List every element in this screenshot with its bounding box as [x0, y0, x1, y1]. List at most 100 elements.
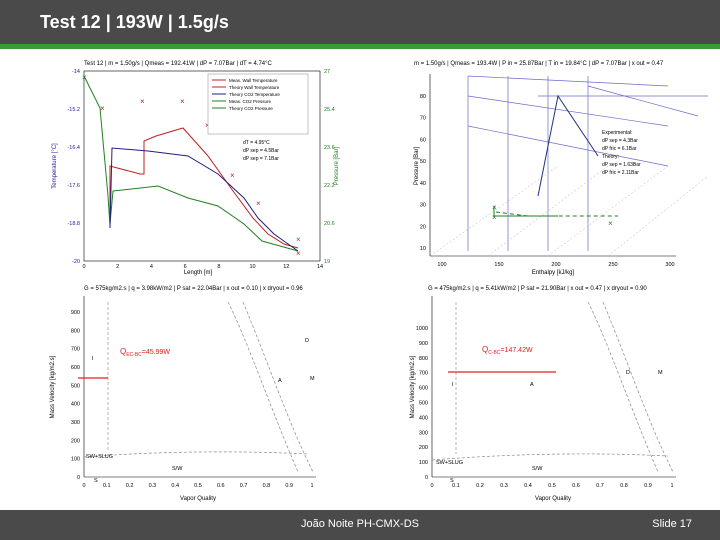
y-left-tick-label: -14 — [72, 69, 80, 75]
svg-text:×: × — [296, 235, 301, 244]
x-axis-label: Length [m] — [184, 270, 213, 276]
y-left-tick-label: -16.4 — [67, 145, 80, 151]
dryout-boundary — [227, 301, 299, 473]
legend-label: dP fric = 2.11Bar — [602, 170, 639, 176]
region-labels: I A D M S/W SW+SLUG S — [86, 338, 315, 484]
x-tick-label: 0.5 — [548, 483, 556, 489]
x-tick-label: 1 — [310, 483, 313, 489]
header-accent-stripe — [0, 44, 720, 49]
chart-title: G = 575kg/m2.s | q = 3.98kW/m2 | P sat =… — [84, 286, 303, 292]
y-tick-label: 0 — [425, 475, 428, 481]
y-tick-label: 500 — [419, 401, 428, 407]
annotation-line: dP sep = 7.1Bar — [243, 156, 279, 162]
region-label: A — [278, 378, 282, 384]
slide-title: Test 12 | 193W | 1.5g/s — [40, 12, 229, 32]
region-label: SW+SLUG — [86, 454, 113, 460]
isotherm-grid — [467, 75, 708, 251]
y-tick-label: 700 — [71, 347, 80, 353]
x-tick-label: 0 — [82, 483, 85, 489]
y-tick-label: 800 — [419, 356, 428, 362]
y-tick-labels: 0 100 200 300 400 500 600 700 800 900 1000 — [416, 326, 428, 481]
legend-label: Theory CO2 Pressure — [229, 106, 273, 111]
x-tick-label: 0.1 — [452, 483, 460, 489]
slide-number: Slide 17 — [652, 518, 692, 530]
y-right-axis-label: Pressure [Bar] — [334, 147, 340, 186]
experimental-path — [493, 206, 558, 217]
region-label: I — [452, 382, 454, 388]
x-tick-label: 200 — [551, 262, 560, 268]
y-tick-label: 600 — [71, 365, 80, 371]
x-tick-label: 0.5 — [194, 483, 202, 489]
legend-entries: Meas. Wall Temperature Theory Wall Temper… — [212, 78, 280, 111]
stratified-boundary — [431, 453, 669, 461]
region-label: M — [310, 376, 315, 382]
x-tick-label: 0.9 — [285, 483, 293, 489]
x-tick-label: 14 — [317, 264, 323, 270]
region-label: D — [305, 338, 309, 344]
region-label: A — [530, 382, 534, 388]
y-tick-label: 400 — [419, 415, 428, 421]
svg-text:×: × — [492, 203, 497, 212]
x-tick-label: 0.6 — [572, 483, 580, 489]
legend-label: Theory Wall Temperature — [229, 85, 280, 90]
y-tick-label: 300 — [419, 430, 428, 436]
region-label: S/W — [532, 466, 543, 472]
q-label: QEC-BC=45.99W — [120, 347, 170, 358]
x-tick-label: 0.7 — [596, 483, 604, 489]
flow-pattern-map-left: G = 575kg/m2.s | q = 3.98kW/m2 | P sat =… — [50, 286, 316, 502]
x-tick-label: 0.3 — [500, 483, 508, 489]
q-label: QC-BC=147.42W — [482, 345, 533, 356]
theory-wall-temperature-line — [109, 127, 299, 249]
svg-text:×: × — [256, 199, 261, 208]
annotation-text: dT = 4.95°C dP sep = 4.5Bar dP sep = 7.1Ba… — [243, 140, 279, 162]
x-tick-label: 2 — [116, 264, 119, 270]
y-tick-labels: 0 100 200 300 400 500 600 700 800 900 — [71, 310, 80, 481]
x-tick-label: 150 — [494, 262, 503, 268]
legend-label: dP fric = 6.1Bar — [602, 146, 637, 152]
region-label: I — [92, 356, 94, 362]
x-tick-label: 8 — [217, 264, 220, 270]
y-tick-label: 10 — [420, 246, 426, 252]
y-tick-label: 80 — [420, 94, 426, 100]
plot-frame — [83, 70, 321, 262]
x-tick-labels: 0 0.1 0.2 0.3 0.4 0.5 0.6 0.7 0.8 0.9 1 — [82, 483, 313, 489]
y-left-tick-label: -18.8 — [67, 221, 80, 227]
x-tick-label: 4 — [150, 264, 153, 270]
x-tick-label: 0.3 — [149, 483, 157, 489]
y-tick-label: 70 — [420, 116, 426, 122]
svg-text:×: × — [180, 97, 185, 106]
y-right-tick-label: 20.6 — [324, 221, 335, 227]
region-label: S/W — [172, 466, 183, 472]
svg-text:×: × — [140, 97, 145, 106]
x-axis-label: Vapor Quality — [535, 496, 571, 502]
x-axis-label: Vapor Quality — [180, 496, 216, 502]
chart-title: Test 12 | m = 1.50g/s | Qmeas = 192.41W … — [84, 61, 273, 67]
svg-text:×: × — [82, 73, 87, 82]
y-tick-label: 40 — [420, 181, 426, 187]
x-tick-label: 0.4 — [171, 483, 179, 489]
y-tick-label: 1000 — [416, 326, 428, 332]
y-tick-label: 30 — [420, 203, 426, 209]
x-tick-label: 12 — [283, 264, 289, 270]
legend-label: Theory: — [602, 154, 619, 160]
x-tick-label: 0.8 — [263, 483, 271, 489]
mist-boundary — [242, 301, 314, 473]
x-tick-label: 0.9 — [644, 483, 652, 489]
svg-text:×: × — [608, 219, 613, 228]
y-right-tick-label: 23.6 — [324, 145, 335, 151]
meas-wall-temperature-markers: × × × × × × × — [100, 97, 301, 258]
legend-label: dP sep = 4.3Bar — [602, 138, 638, 144]
y-right-tick-label: 25.4 — [324, 107, 335, 113]
svg-text:×: × — [205, 121, 210, 130]
slide-header: Test 12 | 193W | 1.5g/s — [0, 0, 720, 44]
y-left-tick-label: -17.6 — [67, 183, 80, 189]
x-tick-label: 0.7 — [240, 483, 248, 489]
y-tick-label: 600 — [419, 386, 428, 392]
y-tick-labels: 10 20 30 40 50 60 70 80 — [420, 94, 426, 252]
x-tick-labels: 0 0.1 0.2 0.3 0.4 0.5 0.6 0.7 0.8 0.9 1 — [430, 483, 673, 489]
region-labels: I A D M S/W SW+SLUG S — [436, 370, 663, 484]
x-tick-label: 0.4 — [524, 483, 532, 489]
y-right-tick-label: 27 — [324, 69, 330, 75]
x-tick-label: 0.2 — [126, 483, 134, 489]
y-axis-label: Mass Velocity [kg/m2.s] — [410, 355, 416, 418]
